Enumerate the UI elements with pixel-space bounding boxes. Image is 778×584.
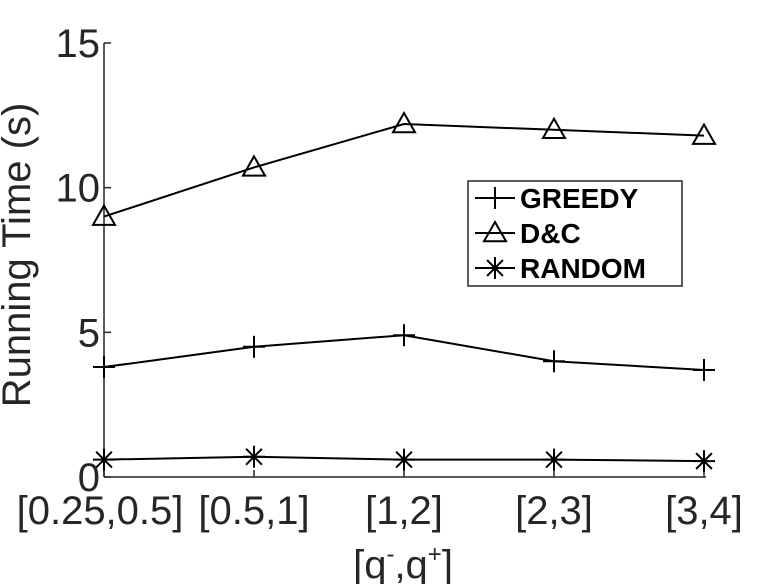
- tick-labels: 0 5 10 15 [0.25,0.5] [0.5,1] [1,2] [2,3] [3,4]: [17, 22, 743, 533]
- data-point-greedy: [393, 324, 415, 347]
- legend-label-random: RANDOM: [520, 253, 646, 284]
- legend-item-random: RANDOM: [475, 253, 646, 284]
- series-greedy: [93, 324, 715, 381]
- data-point-greedy: [543, 350, 565, 373]
- y-axis-label: Running Time (s): [0, 103, 39, 408]
- x-axis-label: [q-,q+]: [353, 541, 453, 584]
- x-tick-label: [0.5,1]: [198, 489, 309, 533]
- data-point-random: [393, 448, 415, 471]
- y-tick-label: 0: [78, 456, 100, 500]
- series-random: [93, 445, 715, 473]
- data-point-greedy: [693, 358, 715, 381]
- data-point-greedy: [243, 335, 265, 358]
- data-point-d-c: [541, 116, 567, 140]
- x-label-close: ]: [442, 543, 453, 584]
- data-point-d-c: [391, 110, 417, 134]
- legend: GREEDY D&C RANDOM: [467, 180, 683, 287]
- data-point-d-c: [91, 203, 117, 226]
- legend-marker-random: [484, 257, 506, 279]
- legend-marker-greedy: [484, 187, 506, 209]
- x-label-q: q: [364, 543, 386, 584]
- x-label-sup-minus: -: [386, 541, 394, 568]
- data-point-random: [693, 450, 715, 473]
- x-tick-label: [0.25,0.5]: [17, 489, 184, 533]
- y-tick-label: 10: [56, 167, 101, 211]
- legend-marker-d-c: [482, 219, 508, 243]
- data-point-d-c: [691, 122, 717, 145]
- x-tick-label: [1,2]: [365, 489, 443, 533]
- x-tick-label: [2,3]: [515, 489, 593, 533]
- y-tick-label: 5: [78, 311, 100, 355]
- series-d-c: [91, 110, 717, 226]
- data-point-random: [93, 448, 115, 471]
- legend-item-d-c: D&C: [475, 218, 581, 249]
- legend-item-greedy: GREEDY: [475, 183, 639, 214]
- y-tick-label: 15: [56, 22, 101, 66]
- axes: [103, 42, 706, 478]
- x-label-open: [: [353, 543, 364, 584]
- x-tick-label: [3,4]: [665, 489, 743, 533]
- legend-label-d-c: D&C: [520, 218, 581, 249]
- series-line-d-c: [103, 123, 705, 218]
- x-label-sup-plus: +: [428, 541, 442, 568]
- legend-label-greedy: GREEDY: [520, 183, 639, 214]
- x-label-sep: ,q: [394, 543, 427, 584]
- data-point-greedy: [93, 356, 115, 379]
- data-point-random: [543, 448, 565, 471]
- series-layer: [91, 110, 717, 473]
- data-point-d-c: [241, 154, 267, 177]
- data-point-random: [243, 445, 265, 468]
